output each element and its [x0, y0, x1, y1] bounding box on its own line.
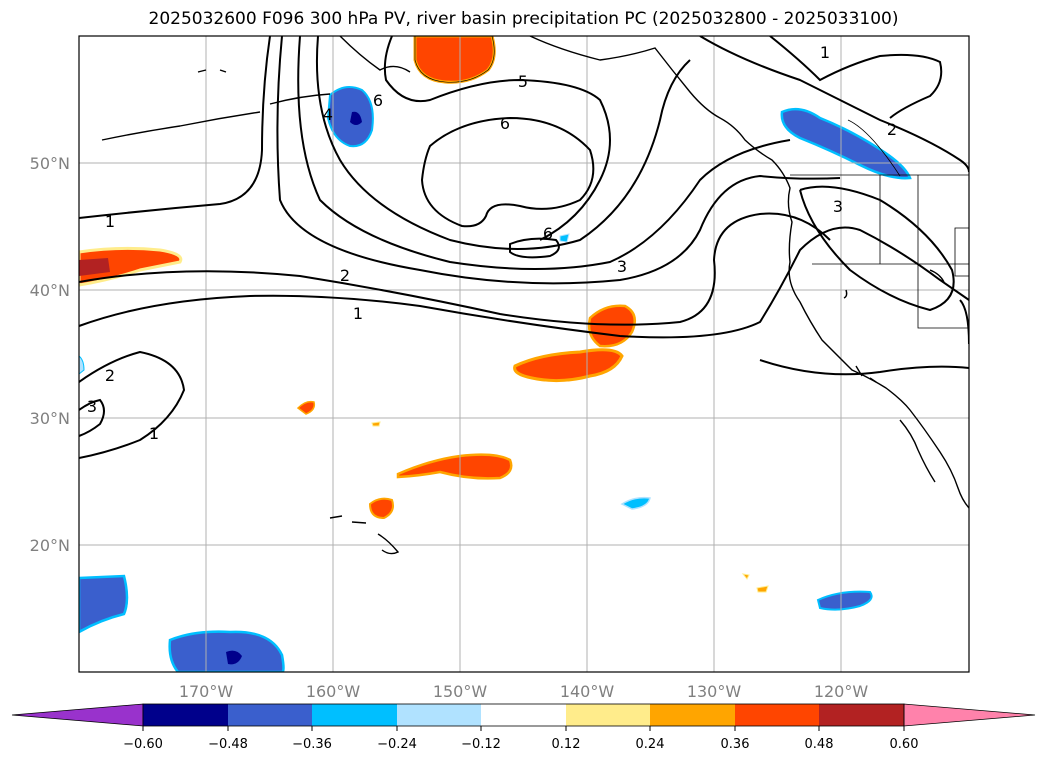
north-america-coast: [529, 36, 969, 509]
colorbar-min-extend: [11, 703, 144, 727]
contour-2-upper-right: [699, 36, 969, 173]
colorbar-tick-label-3: −0.36: [292, 737, 332, 752]
negative-anomaly-gulf-alaska: [326, 85, 374, 148]
lon-label-160w: 160°W: [306, 682, 361, 701]
contour-label-2a: 2: [340, 266, 350, 285]
positive-anomaly-22n-157w: [368, 497, 394, 520]
negative-anomaly-23n-137w: [620, 496, 651, 510]
contour-label-5: 5: [518, 72, 528, 91]
negative-anomaly-16n-120w: [816, 590, 873, 611]
lon-label-120w: 120°W: [814, 682, 869, 701]
positive-anomaly-31n-162w: [296, 400, 316, 415]
precip-anomaly-fields: [79, 36, 912, 672]
contour-6-closed: [420, 116, 595, 228]
contour-3-lower-right: [759, 359, 969, 376]
colorbar-segment-2: [228, 704, 312, 726]
contour-label-6a: 6: [373, 91, 383, 110]
colorbar-max-extend: [903, 703, 1036, 727]
contour-label-3b: 3: [833, 197, 843, 216]
hawaii-islands: [329, 515, 400, 555]
contour-label-1b: 1: [353, 304, 363, 323]
contour-label-1d: 1: [820, 43, 830, 62]
positive-anomaly-alaska: [413, 36, 496, 84]
colorbar-segment-9: [819, 704, 904, 726]
contour-2-main: [276, 36, 841, 285]
contour-1-upper-right: [769, 36, 943, 119]
contour-6-small: [509, 237, 560, 259]
colorbar-segment-4: [397, 704, 481, 726]
borders: [790, 119, 969, 329]
lat-label-20n: 20°N: [30, 536, 70, 555]
colorbar-tick-label-6: 0.12: [552, 737, 581, 752]
contour-1-west: [79, 36, 271, 219]
lon-label-170w: 170°W: [179, 682, 234, 701]
map-frame: [78, 35, 970, 673]
lat-label-40n: 40°N: [30, 281, 70, 300]
colorbar-tick-label-4: −0.24: [377, 737, 417, 752]
contour-labels: 1 1 1 1 2 2 2 3 3 3 4 5 6 6 6: [87, 43, 897, 443]
colorbar-tick-label-2: −0.48: [208, 737, 248, 752]
contour-label-4: 4: [323, 105, 333, 124]
contour-3-right: [799, 185, 955, 312]
colorbar-segment-1: [143, 704, 228, 726]
negative-anomaly-sw: [79, 574, 129, 634]
contour-3-main: [297, 36, 791, 270]
coastlines: [101, 36, 969, 555]
contour-label-3c: 3: [87, 397, 97, 416]
contour-2-lower: [79, 212, 831, 326]
colorbar-tick-label-10: 0.60: [890, 737, 919, 752]
positive-anomaly-tiny: [371, 421, 381, 427]
contour-label-2c: 2: [887, 120, 897, 139]
map-area: 1 1 1 1 2 2 2 3 3 3 4 5 6 6 6: [79, 36, 969, 672]
colorbar-segment-8: [735, 704, 819, 726]
lon-labels: 170°W 160°W 150°W 140°W 130°W 120°W: [179, 682, 869, 701]
contour-label-6b: 6: [500, 114, 510, 133]
pv-contours: [79, 36, 969, 459]
colorbar: −0.60 −0.48 −0.36 −0.24 −0.12 0.12 0.24 …: [11, 703, 1036, 752]
contour-label-1c: 1: [149, 424, 159, 443]
gridlines: [79, 36, 969, 672]
contour-4: [315, 36, 691, 250]
contour-2-sw: [79, 350, 186, 459]
contour-label-2b: 2: [105, 366, 115, 385]
colorbar-tick-label-9: 0.48: [805, 737, 834, 752]
contour-label-1a: 1: [105, 212, 115, 231]
map-title: 2025032600 F096 300 hPa PV, river basin …: [148, 9, 899, 29]
contour-label-6c: 6: [543, 224, 553, 243]
positive-anomaly-34n-140w: [513, 348, 624, 383]
colorbar-segment-5: [481, 704, 566, 726]
lon-label-140w: 140°W: [560, 682, 615, 701]
positive-anomaly-26n-150w: [396, 453, 513, 480]
lat-labels: 50°N 40°N 30°N 20°N: [30, 154, 70, 555]
colorbar-outline: [142, 703, 905, 727]
colorbar-tick-label-8: 0.36: [721, 737, 750, 752]
contour-1-lower: [79, 226, 969, 339]
colorbar-tick-label-5: −0.12: [461, 737, 501, 752]
contour-label-3a: 3: [617, 257, 627, 276]
colorbar-segment-7: [650, 704, 735, 726]
colorbar-tick-label-7: 0.24: [636, 737, 665, 752]
colorbar-tick-marks: [142, 726, 905, 731]
colorbar-segment-3: [312, 704, 397, 726]
contour-3-sw: [79, 398, 105, 437]
lon-label-130w: 130°W: [687, 682, 742, 701]
colorbar-tick-label-1: −0.60: [123, 737, 163, 752]
lat-label-50n: 50°N: [30, 154, 70, 173]
lon-label-150w: 150°W: [433, 682, 488, 701]
colorbar-segment-6: [566, 704, 650, 726]
lat-label-30n: 30°N: [30, 409, 70, 428]
contour-5: [383, 36, 611, 241]
negative-anomaly-bc-coast: [780, 107, 912, 180]
